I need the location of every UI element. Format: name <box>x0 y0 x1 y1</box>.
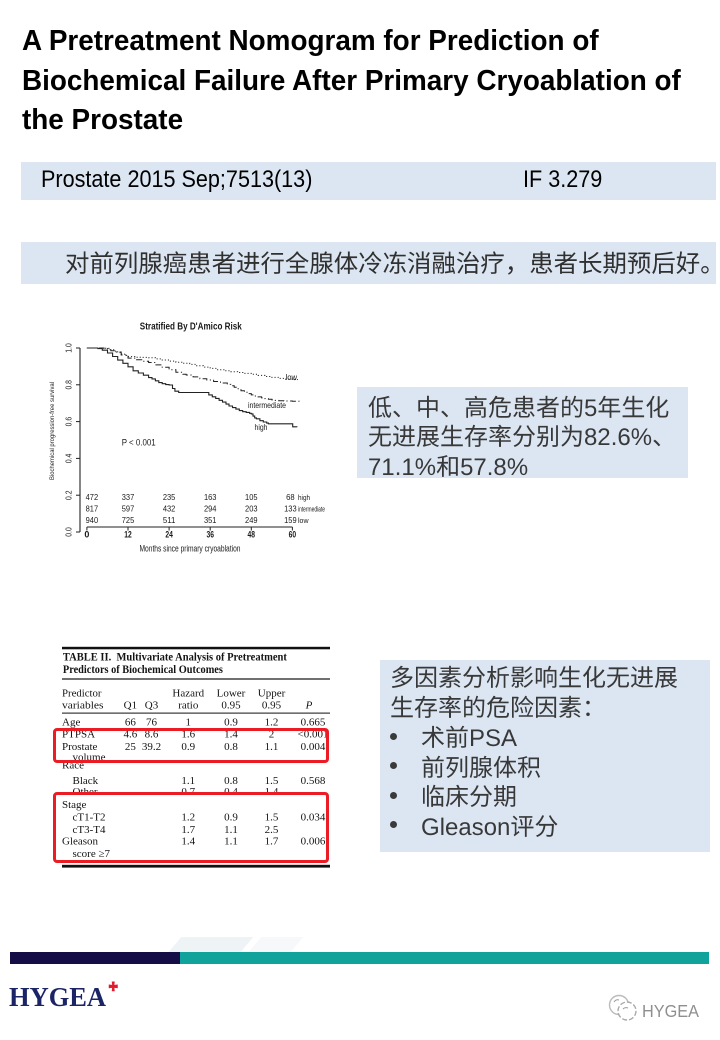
svg-text:cT1-T2: cT1-T2 <box>73 812 106 824</box>
svg-text:HYGEA: HYGEA <box>642 1001 699 1021</box>
svg-text:0.9: 0.9 <box>181 741 195 753</box>
svg-text:817: 817 <box>86 505 99 514</box>
svg-text:ratio: ratio <box>178 700 199 712</box>
svg-text:163: 163 <box>204 493 217 502</box>
svg-text:60: 60 <box>289 530 297 540</box>
svg-text:1.1: 1.1 <box>224 836 238 848</box>
svg-text:24: 24 <box>165 530 173 540</box>
svg-text:Predictor: Predictor <box>62 688 102 700</box>
svg-text:Months since primary cryoablat: Months since primary cryoablation <box>140 544 241 554</box>
svg-text:0.6: 0.6 <box>65 416 74 426</box>
svg-text:351: 351 <box>204 516 217 525</box>
svg-text:203: 203 <box>245 505 258 514</box>
svg-text:1.1: 1.1 <box>224 824 238 836</box>
svg-text:intermediate: intermediate <box>298 507 325 514</box>
svg-text:0.665: 0.665 <box>301 716 326 728</box>
svg-text:Predictors of Biochemical Outc: Predictors of Biochemical Outcomes <box>63 662 223 676</box>
svg-text:volume: volume <box>73 751 106 763</box>
svg-text:Biochemical progression-free s: Biochemical progression-free survival <box>49 382 56 480</box>
svg-text:intermediate: intermediate <box>248 400 286 410</box>
svg-text:76: 76 <box>146 716 158 728</box>
svg-text:0.034: 0.034 <box>301 812 326 824</box>
svg-text:1.7: 1.7 <box>265 836 279 848</box>
svg-text:725: 725 <box>122 516 135 525</box>
svg-text:2.5: 2.5 <box>265 824 279 836</box>
svg-text:Black: Black <box>73 775 99 787</box>
svg-text:high: high <box>298 495 310 502</box>
svg-text:597: 597 <box>122 505 135 514</box>
svg-text:low: low <box>298 518 309 525</box>
svg-text:Q1: Q1 <box>124 700 137 712</box>
svg-text:Stage: Stage <box>62 799 87 811</box>
svg-text:0: 0 <box>84 530 89 540</box>
svg-text:2: 2 <box>269 728 275 740</box>
svg-text:511: 511 <box>163 516 176 525</box>
svg-text:1: 1 <box>186 716 192 728</box>
svg-text:variables: variables <box>62 700 104 712</box>
svg-text:high: high <box>255 422 268 432</box>
svg-text:159: 159 <box>284 516 297 525</box>
svg-text:Stratified By D'Amico Risk: Stratified By D'Amico Risk <box>140 322 242 333</box>
svg-text:1.4: 1.4 <box>181 836 195 848</box>
svg-text:1.2: 1.2 <box>181 812 195 824</box>
svg-text:1.5: 1.5 <box>265 775 279 787</box>
svg-text:PTPSA: PTPSA <box>62 728 95 740</box>
svg-text:<0.001: <0.001 <box>298 728 329 740</box>
svg-text:1.6: 1.6 <box>181 728 195 740</box>
svg-text:0.568: 0.568 <box>301 775 326 787</box>
svg-text:36: 36 <box>206 530 214 540</box>
svg-text:66: 66 <box>125 716 137 728</box>
svg-text:0.2: 0.2 <box>65 490 74 500</box>
svg-text:105: 105 <box>245 493 258 502</box>
svg-text:1.5: 1.5 <box>265 812 279 824</box>
svg-text:Age: Age <box>62 716 80 728</box>
svg-text:1.1: 1.1 <box>181 775 195 787</box>
svg-text:337: 337 <box>122 493 135 502</box>
svg-text:TABLE II. Multivariate Analys: TABLE II. Multivariate Analysis of Pretr… <box>63 650 287 664</box>
svg-text:cT3-T4: cT3-T4 <box>73 824 106 836</box>
svg-text:1.7: 1.7 <box>181 824 195 836</box>
svg-text:0.8: 0.8 <box>65 380 74 390</box>
svg-text:0.9: 0.9 <box>224 812 238 824</box>
svg-text:48: 48 <box>248 530 256 540</box>
svg-text:8.6: 8.6 <box>145 728 159 740</box>
svg-text:0.4: 0.4 <box>65 453 74 463</box>
svg-text:472: 472 <box>86 493 99 502</box>
svg-text:133: 133 <box>284 505 297 514</box>
svg-text:249: 249 <box>245 516 258 525</box>
svg-text:25: 25 <box>125 741 137 753</box>
svg-text:1.4: 1.4 <box>224 728 238 740</box>
svg-text:score ≥7: score ≥7 <box>73 848 111 860</box>
svg-text:0.9: 0.9 <box>224 716 238 728</box>
svg-text:1.1: 1.1 <box>265 741 279 753</box>
svg-text:0.0: 0.0 <box>65 527 74 537</box>
svg-text:Upper: Upper <box>258 688 286 700</box>
svg-text:4.6: 4.6 <box>124 728 138 740</box>
svg-text:235: 235 <box>163 493 176 502</box>
svg-text:294: 294 <box>204 505 217 514</box>
svg-text:0.004: 0.004 <box>301 741 326 753</box>
svg-text:Gleason: Gleason <box>62 836 99 848</box>
svg-text:39.2: 39.2 <box>142 741 161 753</box>
svg-text:P: P <box>305 700 313 712</box>
svg-text:940: 940 <box>86 516 99 525</box>
svg-text:12: 12 <box>124 530 132 540</box>
svg-text:68: 68 <box>286 493 295 502</box>
svg-text:Lower: Lower <box>217 688 246 700</box>
svg-text:P < 0.001: P < 0.001 <box>122 438 156 449</box>
svg-text:0.8: 0.8 <box>224 775 238 787</box>
svg-text:432: 432 <box>163 505 176 514</box>
svg-text:Hazard: Hazard <box>172 688 204 700</box>
svg-text:0.006: 0.006 <box>301 836 326 848</box>
svg-text:low: low <box>286 372 298 382</box>
svg-text:0.95: 0.95 <box>262 700 282 712</box>
svg-text:1.2: 1.2 <box>265 716 279 728</box>
svg-text:Q3: Q3 <box>145 700 159 712</box>
svg-text:0.95: 0.95 <box>221 700 241 712</box>
svg-text:0.8: 0.8 <box>224 741 238 753</box>
svg-text:1.0: 1.0 <box>65 343 74 353</box>
svg-text:Prostate: Prostate <box>62 741 98 753</box>
